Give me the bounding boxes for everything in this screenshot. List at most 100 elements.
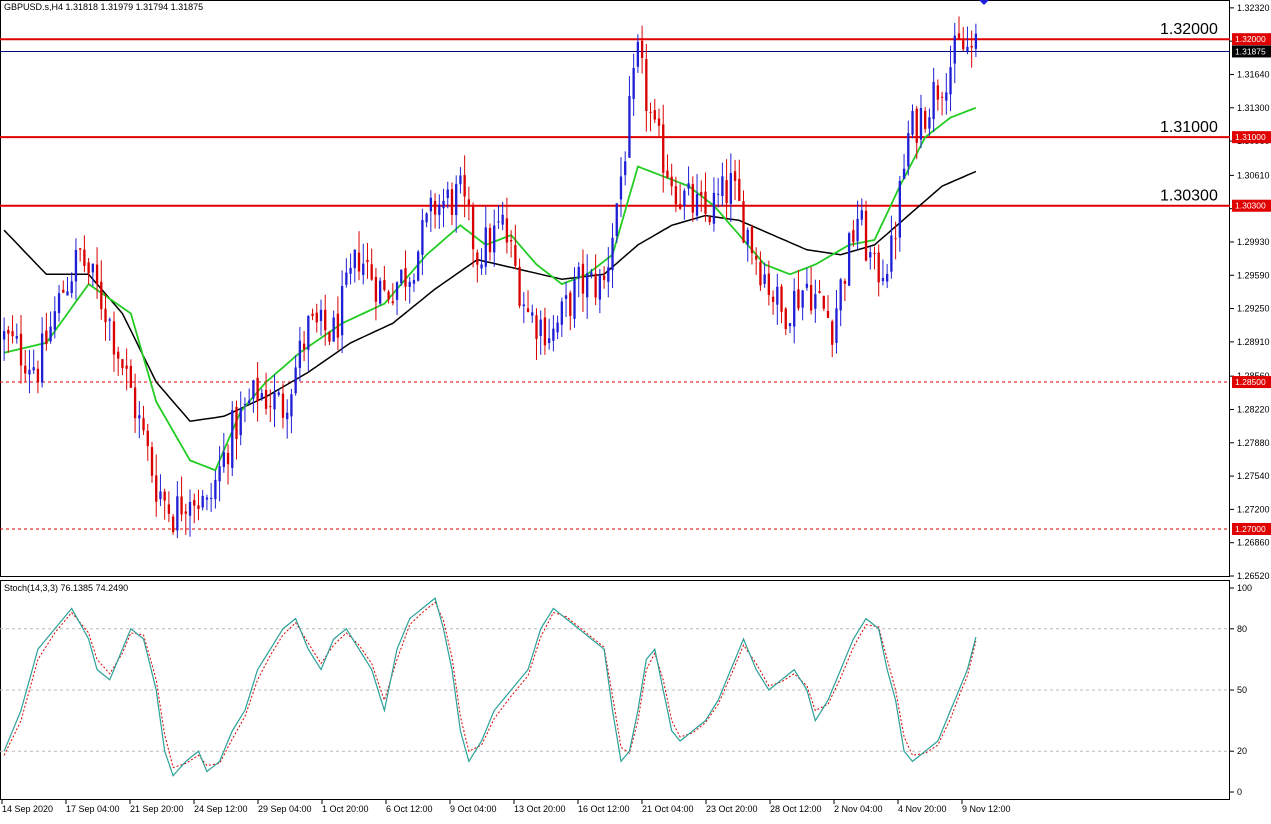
candle-body	[138, 415, 141, 419]
candle-body	[750, 227, 754, 254]
candle-body	[163, 491, 166, 501]
slow-moving-average-line	[3, 170, 977, 423]
candle-body	[729, 173, 732, 204]
candle-body	[298, 340, 302, 368]
candle-body	[188, 501, 192, 516]
candle-body	[624, 161, 627, 176]
candle-body	[856, 218, 859, 242]
candle-body	[488, 227, 492, 253]
down-arrow-icon	[979, 0, 989, 5]
candle-body	[395, 282, 399, 300]
candle-body	[112, 321, 116, 355]
candle-body	[733, 171, 737, 181]
candle-body	[400, 269, 403, 284]
candle-body	[560, 301, 563, 325]
candle-body	[362, 263, 365, 275]
time-tick-label: 2 Nov 04:00	[834, 804, 883, 814]
price-tick-label: 1.31300	[1237, 103, 1270, 113]
candle-body	[28, 369, 31, 375]
candle-body	[712, 192, 716, 224]
level-tag-bg-1.28500	[1232, 376, 1271, 389]
candlesticks	[2, 16, 978, 539]
stoch-tick-label: 50	[1237, 685, 1247, 695]
candle-body	[197, 505, 200, 509]
candle-body	[345, 272, 348, 285]
candle-body	[57, 293, 61, 314]
candle-body	[349, 267, 352, 274]
stochastic-lines	[3, 597, 977, 777]
candle-body	[433, 200, 437, 215]
candle-body	[924, 111, 927, 129]
candle-body	[281, 393, 285, 418]
price-tick-label: 1.26860	[1237, 538, 1270, 548]
candle-body	[945, 92, 948, 101]
time-axis: 14 Sep 2020 17 Sep 04:00 21 Sep 20:00 24 Se…	[1, 800, 1011, 814]
candle-body	[32, 367, 35, 371]
candle-body	[915, 108, 918, 143]
candle-body	[864, 210, 868, 261]
time-tick-label: 1 Oct 20:00	[322, 804, 369, 814]
time-tick-label: 24 Sep 12:00	[194, 804, 248, 814]
stochastic-header: Stoch(14,3,3) 76.1385 74.2490	[4, 583, 128, 593]
candle-body	[7, 329, 10, 334]
candle-body	[763, 274, 766, 284]
candle-body	[738, 178, 741, 201]
time-tick-label: 29 Sep 04:00	[258, 804, 312, 814]
stochastic-pane[interactable]: 100 80 50 20 0 Stoch(14,3,3) 76.1385 74.2490	[0, 580, 1252, 800]
candle-body	[619, 176, 623, 200]
time-tick-label: 21 Oct 04:00	[642, 804, 694, 814]
level-tag-1.32000: 1.32000	[1235, 34, 1266, 44]
candle-body	[252, 380, 255, 399]
candle-body	[450, 189, 454, 215]
price-tick-label: 1.31640	[1237, 69, 1270, 79]
candle-body	[100, 281, 103, 310]
level-tag-bg-1.31000	[1232, 131, 1271, 144]
stoch-tick-label: 20	[1237, 746, 1247, 756]
time-tick-label: 4 Nov 20:00	[898, 804, 947, 814]
candle-body	[843, 280, 847, 284]
candle-body	[793, 290, 796, 327]
candle-body	[150, 447, 154, 476]
candle-body	[70, 281, 73, 294]
candle-body	[231, 410, 234, 468]
candle-body	[873, 252, 876, 254]
candle-body	[353, 249, 356, 269]
candle-body	[294, 367, 297, 394]
candle-body	[49, 326, 52, 342]
candle-body	[526, 308, 530, 312]
candle-body	[678, 204, 682, 209]
candle-body	[129, 365, 133, 388]
level-label-1.30300: 1.30300	[1160, 188, 1218, 205]
stochastic-signal-line	[3, 601, 977, 769]
candle-body	[214, 479, 217, 500]
candle-body	[716, 193, 720, 195]
candle-body	[459, 175, 462, 185]
candle-body	[146, 430, 149, 447]
candle-body	[471, 205, 475, 250]
candle-body	[91, 263, 95, 273]
candle-body	[176, 496, 179, 531]
candle-body	[442, 200, 445, 209]
candle-body	[814, 294, 817, 309]
candle-body	[209, 497, 213, 499]
level-label-1.31000: 1.31000	[1160, 119, 1218, 136]
candle-body	[509, 240, 513, 242]
price-tick-label: 1.29930	[1237, 237, 1270, 247]
candle-body	[776, 286, 779, 305]
candle-body	[205, 497, 209, 500]
current-price-tag: 1.31875	[1235, 46, 1266, 56]
candle-body	[919, 107, 923, 140]
level-tag-1.28500: 1.28500	[1235, 377, 1266, 387]
stochastic-main-line	[3, 597, 977, 777]
candle-body	[569, 292, 572, 316]
candle-body	[683, 190, 686, 206]
candle-body	[957, 33, 961, 39]
candle-body	[594, 273, 597, 298]
price-tick-label: 1.28220	[1237, 404, 1270, 414]
candle-body	[700, 192, 703, 196]
price-pane-border	[0, 0, 1230, 577]
time-tick-label: 13 Oct 20:00	[514, 804, 566, 814]
